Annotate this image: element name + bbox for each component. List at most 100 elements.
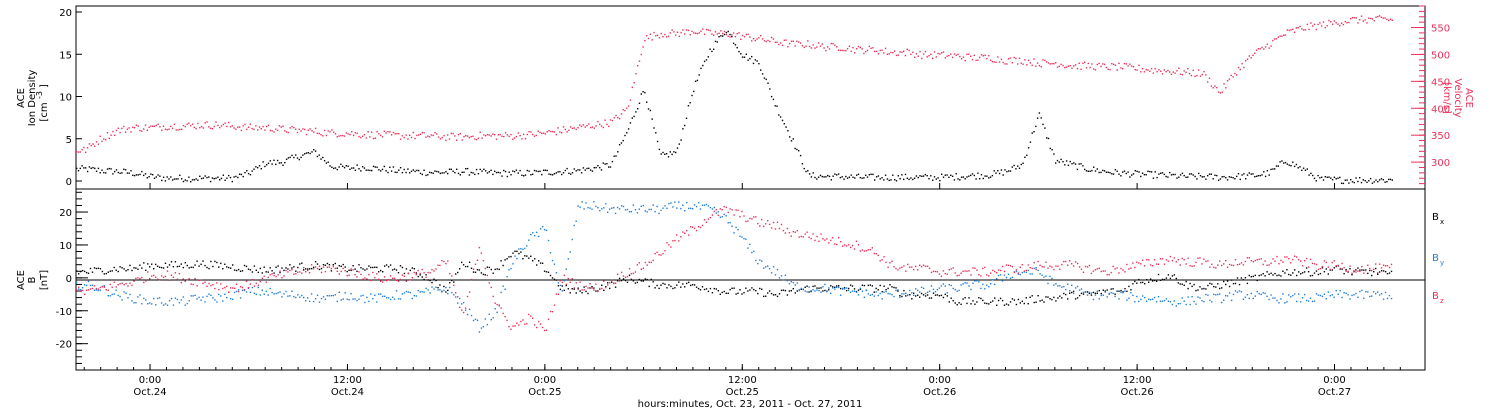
- bx-point: [565, 284, 567, 287]
- density-point: [894, 179, 896, 181]
- bz-point: [842, 245, 844, 247]
- by-point: [1011, 276, 1014, 279]
- by-point: [1157, 296, 1160, 298]
- by-point: [324, 298, 327, 300]
- velocity-point: [441, 136, 443, 139]
- velocity-point: [1342, 23, 1345, 26]
- density-point: [1000, 169, 1003, 171]
- velocity-point: [834, 44, 836, 46]
- bx-point: [934, 294, 937, 296]
- bx-point: [200, 263, 202, 265]
- density-point: [1018, 167, 1021, 169]
- bz-point: [1163, 263, 1166, 265]
- density-point: [1355, 177, 1357, 179]
- density-point: [1160, 172, 1162, 174]
- top-y2tick-label-1: 350: [1431, 131, 1450, 142]
- density-point: [953, 179, 956, 181]
- by-point: [897, 289, 899, 291]
- density-point: [157, 174, 159, 176]
- density-point: [327, 161, 329, 163]
- density-point: [336, 168, 338, 171]
- by-point: [111, 293, 113, 296]
- velocity-point: [1331, 23, 1334, 25]
- bz-point: [1177, 259, 1179, 261]
- bx-point: [299, 263, 301, 265]
- x-tick-time-3: 12:00: [728, 375, 757, 386]
- velocity-point: [1221, 91, 1223, 93]
- by-point: [305, 300, 307, 302]
- bz-point: [1223, 263, 1225, 265]
- bx-point: [322, 264, 325, 266]
- density-point: [977, 172, 979, 174]
- bz-point: [208, 282, 210, 285]
- bx-point: [1128, 285, 1130, 288]
- velocity-point: [736, 33, 738, 35]
- bz-point: [930, 271, 933, 274]
- density-point: [904, 173, 907, 176]
- bz-point: [952, 267, 954, 269]
- velocity-point: [968, 53, 970, 55]
- bz-point: [593, 289, 595, 291]
- bz-point: [802, 236, 804, 238]
- bx-point: [1140, 281, 1142, 284]
- by-point: [488, 313, 490, 315]
- by-point: [733, 232, 735, 234]
- density-point: [242, 175, 244, 178]
- velocity-point: [385, 132, 387, 134]
- bz-point: [1126, 263, 1128, 266]
- velocity-point: [1312, 25, 1314, 27]
- density-point: [285, 158, 288, 160]
- velocity-point: [483, 134, 485, 136]
- velocity-point: [646, 35, 648, 37]
- bz-point: [368, 273, 370, 276]
- velocity-point: [275, 128, 277, 130]
- by-point: [806, 291, 808, 293]
- density-point: [1257, 175, 1260, 177]
- density-point: [709, 48, 711, 50]
- velocity-point: [879, 49, 881, 52]
- velocity-point: [296, 131, 299, 134]
- bx-point: [1110, 288, 1112, 290]
- bz-point: [1193, 265, 1195, 267]
- bx-point: [389, 264, 392, 266]
- density-point: [955, 173, 957, 175]
- bz-point: [800, 235, 802, 238]
- bz-point: [911, 266, 913, 268]
- bz-point: [1183, 259, 1185, 261]
- bz-point: [1238, 263, 1241, 265]
- bx-point: [1221, 287, 1223, 289]
- bx-point: [141, 267, 143, 269]
- bx-point: [676, 284, 678, 286]
- density-point: [1053, 153, 1055, 155]
- by-point: [737, 228, 739, 231]
- velocity-point: [579, 124, 581, 126]
- velocity-point: [801, 45, 804, 47]
- bz-point: [1011, 266, 1014, 268]
- bz-point: [883, 256, 885, 258]
- bx-point: [433, 278, 435, 280]
- density-point: [1351, 181, 1354, 183]
- by-point: [192, 295, 194, 297]
- bz-point: [640, 268, 642, 270]
- density-point: [1245, 178, 1247, 180]
- density-point: [1141, 172, 1144, 174]
- density-point: [175, 178, 177, 180]
- velocity-point: [416, 134, 418, 137]
- by-point: [1377, 291, 1379, 293]
- bx-point: [822, 290, 824, 292]
- velocity-point: [1355, 17, 1357, 19]
- by-point: [729, 221, 731, 224]
- bx-point: [994, 297, 996, 299]
- velocity-point: [1071, 67, 1073, 69]
- velocity-point: [910, 53, 912, 56]
- velocity-point: [519, 134, 521, 137]
- by-point: [310, 293, 313, 295]
- density-point: [90, 167, 92, 169]
- by-point: [1130, 292, 1132, 294]
- velocity-point: [1333, 20, 1336, 22]
- by-point: [1327, 291, 1329, 293]
- by-point: [291, 290, 293, 292]
- velocity-point: [1328, 19, 1330, 22]
- velocity-point: [626, 107, 628, 109]
- by-point: [721, 216, 723, 218]
